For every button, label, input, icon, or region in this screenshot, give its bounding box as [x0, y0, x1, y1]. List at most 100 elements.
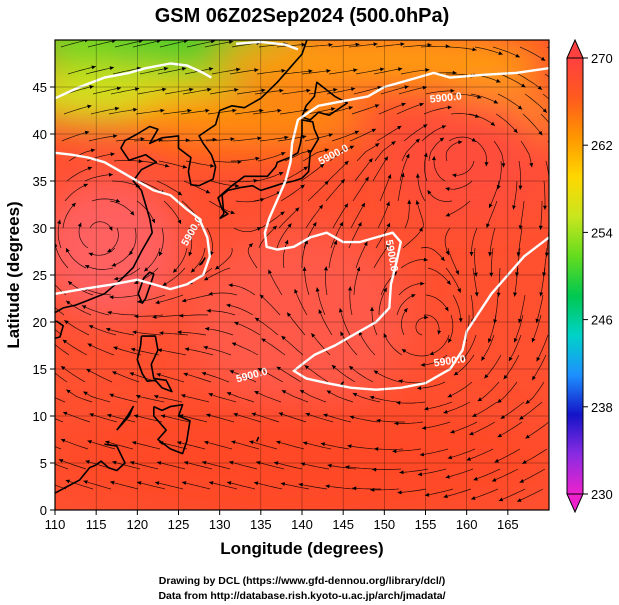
stream-arrow-106	[208, 67, 214, 71]
stream-arrow-353	[422, 425, 427, 430]
streamline-107	[182, 88, 212, 95]
streamline-183	[229, 370, 257, 383]
streamline-140	[184, 348, 214, 356]
stream-arrow-217	[324, 180, 329, 186]
stream-arrow-385	[486, 223, 490, 228]
streamline-365	[471, 227, 478, 256]
streamline-186	[231, 440, 260, 450]
streamline-25	[88, 135, 118, 142]
y-tick-label-9: 45	[33, 80, 47, 95]
streamline-367	[472, 267, 478, 297]
streamline-188	[226, 481, 256, 490]
stream-arrow-234	[348, 106, 353, 110]
stream-arrow-302	[407, 199, 412, 204]
stream-arrow-135	[191, 268, 196, 273]
streamline-376	[445, 468, 474, 479]
stream-arrow-355	[417, 472, 423, 477]
streamline-156	[214, 247, 233, 270]
stream-arrow-160	[205, 326, 210, 331]
stream-arrow-18	[35, 438, 39, 442]
stream-arrow-111	[205, 189, 211, 194]
streamline-395	[469, 421, 496, 436]
stream-arrow-236	[349, 145, 355, 150]
streamline-431	[536, 294, 544, 324]
stream-arrow-317	[450, 88, 455, 93]
stream-arrow-169	[281, 68, 286, 73]
stream-arrow-281	[386, 201, 390, 206]
stream-arrow-74	[109, 295, 114, 300]
streamline-280	[379, 174, 392, 202]
stream-arrow-326	[444, 306, 449, 312]
streamline-360	[468, 113, 496, 126]
stream-arrow-360	[490, 121, 495, 126]
x-tick-label-5: 135	[250, 517, 272, 532]
streamline-229	[273, 461, 303, 470]
streamline-184	[226, 392, 255, 403]
contour-label-4: 5900.0	[433, 353, 467, 369]
streamline-352	[424, 401, 453, 410]
stream-arrow-215	[324, 148, 329, 153]
streamline-308	[383, 333, 403, 356]
stream-arrow-31	[66, 248, 70, 253]
streamline-214	[304, 133, 334, 142]
streamline-3	[63, 105, 92, 115]
stream-arrow-51	[88, 252, 94, 257]
stream-arrow-272	[325, 484, 330, 489]
stream-arrow-200	[268, 269, 272, 274]
streamline-388	[498, 267, 501, 297]
stream-arrow-259	[364, 176, 369, 182]
stream-arrow-189	[301, 42, 306, 47]
streamline-341	[445, 141, 463, 162]
stream-arrow-7	[83, 183, 88, 188]
streamline-340	[448, 136, 477, 142]
stream-arrow-12	[43, 295, 47, 299]
streamline-311	[376, 419, 405, 423]
coastline-13	[199, 257, 206, 266]
stream-arrow-184	[226, 392, 232, 396]
stream-arrow-440	[517, 498, 522, 502]
stream-arrow-256	[371, 128, 377, 133]
streamline-167	[208, 481, 238, 490]
stream-arrow-286	[370, 306, 374, 311]
stream-arrow-4	[84, 130, 90, 135]
stream-arrow-419	[498, 497, 504, 502]
stream-arrow-8	[71, 202, 76, 208]
stream-arrow-45	[133, 107, 138, 112]
streamline-207	[249, 440, 278, 450]
streamline-327	[424, 314, 440, 335]
stream-arrow-388	[496, 292, 501, 297]
stream-arrow-274	[398, 67, 403, 72]
streamline-197	[278, 207, 300, 229]
streamline-345	[447, 247, 460, 275]
stream-arrow-390	[488, 338, 492, 343]
streamline-24	[90, 107, 120, 115]
stream-arrow-21	[111, 40, 116, 44]
streamline-92	[158, 227, 164, 257]
stream-arrow-170	[279, 88, 284, 93]
stream-arrow-306	[411, 294, 416, 298]
stream-arrow-1	[91, 65, 96, 70]
streamline-102	[132, 441, 161, 450]
stream-arrow-320	[439, 137, 444, 142]
streamline-386	[489, 227, 496, 257]
stream-arrow-300	[405, 153, 410, 159]
stream-arrow-310	[369, 395, 375, 400]
streamline-5	[68, 149, 96, 162]
stream-arrow-127	[236, 67, 241, 72]
stream-arrow-387	[489, 272, 494, 277]
streamline-433	[536, 334, 549, 362]
streamline-50	[107, 227, 119, 253]
streamline-52	[84, 264, 114, 270]
streamline-84	[159, 40, 189, 48]
stream-arrow-142	[181, 394, 186, 398]
stream-arrow-358	[496, 78, 501, 83]
stream-arrow-36	[61, 366, 66, 371]
streamline-37	[66, 389, 93, 403]
stream-arrow-66	[160, 108, 165, 113]
streamline-283	[373, 243, 390, 269]
stream-arrow-278	[391, 141, 396, 146]
colorbar-tick-label-4: 262	[591, 138, 613, 153]
streamline-434	[531, 354, 547, 381]
stream-arrow-11	[47, 274, 51, 279]
stream-arrow-54	[81, 305, 87, 309]
